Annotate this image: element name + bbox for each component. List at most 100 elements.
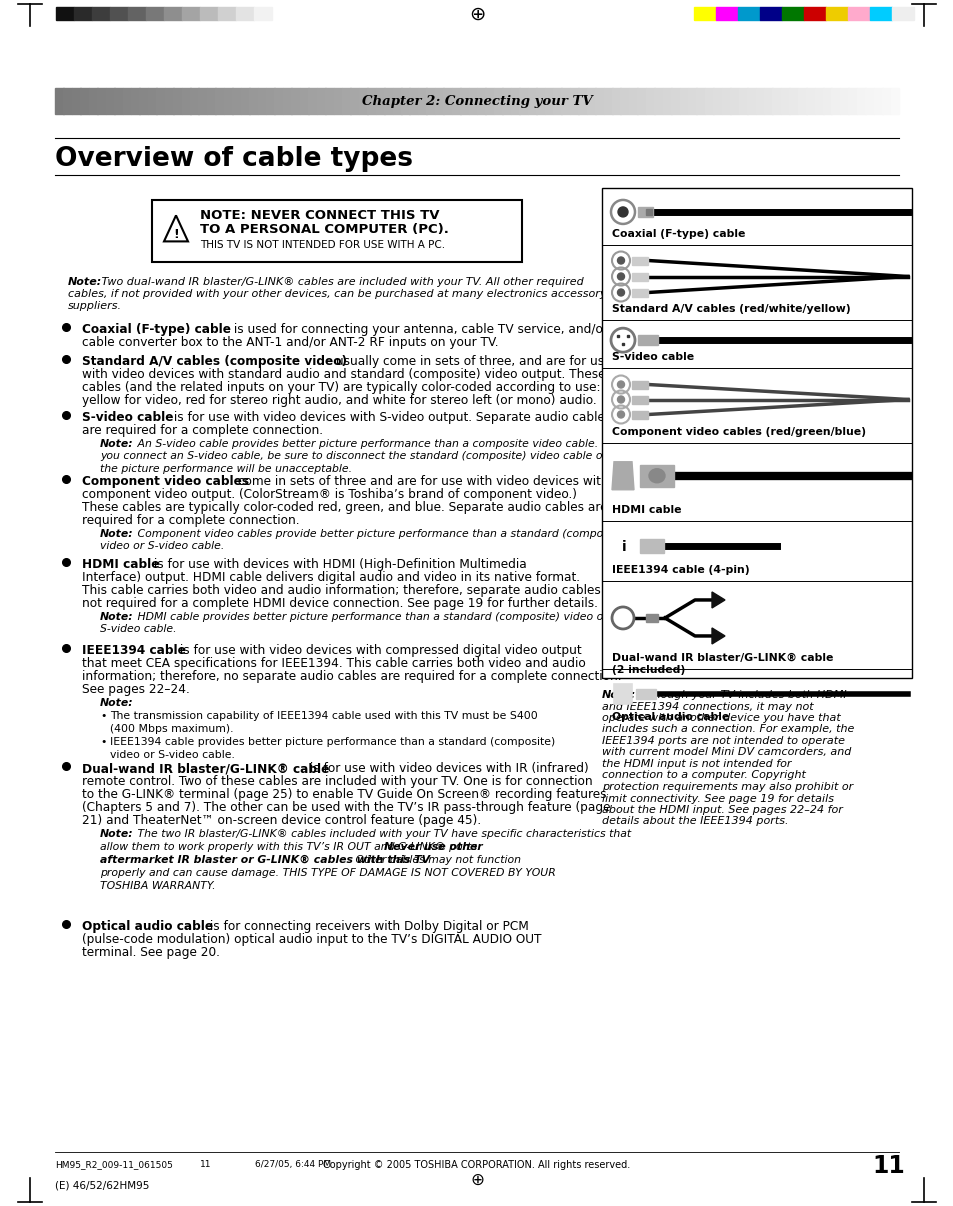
Circle shape (617, 289, 624, 295)
Text: is used for connecting your antenna, cable TV service, and/or: is used for connecting your antenna, cab… (230, 323, 607, 336)
Bar (631, 288, 647, 297)
Text: The two IR blaster/G-LINK® cables included with your TV have specific characteri: The two IR blaster/G-LINK® cables includ… (133, 829, 631, 839)
Bar (148, 88, 156, 115)
Text: !: ! (172, 228, 178, 241)
Bar (729, 88, 739, 115)
Bar (91, 7, 110, 21)
Text: Component video cables provide better picture performance than a standard (compo: Component video cables provide better pi… (133, 529, 626, 539)
Bar (468, 88, 477, 115)
Text: Note:: Note: (100, 698, 133, 708)
Bar (619, 88, 629, 115)
Bar (839, 88, 848, 115)
Bar (435, 88, 443, 115)
Bar (375, 88, 384, 115)
Bar (631, 257, 647, 264)
Text: Note:: Note: (100, 439, 133, 449)
Bar (631, 410, 647, 418)
Bar (873, 88, 882, 115)
Text: connection to a computer. Copyright: connection to a computer. Copyright (601, 771, 805, 780)
Bar (891, 7, 913, 21)
Text: Coaxial (F-type) cable: Coaxial (F-type) cable (82, 323, 231, 336)
Bar (218, 7, 235, 21)
Text: video or S-video cable.: video or S-video cable. (110, 750, 234, 760)
Bar (805, 88, 814, 115)
Bar (291, 88, 300, 115)
Text: allow them to work properly with this TV’s IR OUT and G-LINK® ports.: allow them to work properly with this TV… (100, 842, 483, 851)
Bar (502, 88, 511, 115)
Text: Coaxial (F-type) cable: Coaxial (F-type) cable (612, 229, 744, 239)
Bar (55, 88, 64, 115)
Text: Standard A/V cables (red/white/yellow): Standard A/V cables (red/white/yellow) (612, 304, 850, 314)
Bar (494, 88, 502, 115)
Text: Optical audio cable: Optical audio cable (82, 920, 213, 933)
Text: Note:: Note: (100, 529, 133, 539)
Bar (645, 209, 651, 215)
Bar (746, 88, 755, 115)
Bar (110, 7, 128, 21)
Text: operate with another device you have that: operate with another device you have tha… (601, 713, 840, 724)
Text: Dual-wand IR blaster/G-LINK® cable
(2 included): Dual-wand IR blaster/G-LINK® cable (2 in… (612, 652, 833, 674)
Circle shape (618, 207, 627, 217)
Text: The transmission capability of IEEE1394 cable used with this TV must be S400: The transmission capability of IEEE1394 … (110, 712, 537, 721)
Bar (614, 535, 634, 557)
Text: NOTE: NEVER CONNECT THIS TV: NOTE: NEVER CONNECT THIS TV (200, 209, 439, 222)
Bar (400, 88, 410, 115)
Circle shape (617, 411, 624, 418)
Bar (266, 88, 274, 115)
Text: is for use with video devices with compressed digital video output: is for use with video devices with compr… (175, 644, 581, 657)
Text: (400 Mbps maximum).: (400 Mbps maximum). (110, 724, 233, 734)
Text: is for connecting receivers with Dolby Digital or PCM: is for connecting receivers with Dolby D… (206, 920, 528, 933)
Bar (358, 88, 368, 115)
Bar (670, 88, 679, 115)
Polygon shape (711, 628, 724, 644)
Bar (152, 200, 521, 262)
Bar (80, 88, 90, 115)
Bar (882, 88, 890, 115)
Bar (601, 188, 911, 678)
Text: 21) and TheaterNet™ on-screen device control feature (page 45).: 21) and TheaterNet™ on-screen device con… (82, 814, 480, 827)
Text: cables (and the related inputs on your TV) are typically color-coded according t: cables (and the related inputs on your T… (82, 381, 599, 394)
Text: information; therefore, no separate audio cables are required for a complete con: information; therefore, no separate audi… (82, 671, 620, 683)
Bar (106, 88, 114, 115)
Text: terminal. See page 20.: terminal. See page 20. (82, 946, 219, 959)
Text: you connect an S-video cable, be sure to disconnect the standard (composite) vid: you connect an S-video cable, be sure to… (100, 451, 606, 461)
Bar (235, 7, 253, 21)
Bar (384, 88, 393, 115)
Bar (451, 88, 460, 115)
Bar (325, 88, 334, 115)
Text: •: • (100, 712, 107, 721)
Bar (232, 88, 241, 115)
Bar (122, 88, 132, 115)
Text: •: • (100, 737, 107, 747)
Bar (890, 88, 899, 115)
Bar (249, 88, 258, 115)
Text: cables, if not provided with your other devices, can be purchased at many electr: cables, if not provided with your other … (68, 289, 606, 299)
Bar (156, 88, 165, 115)
Text: Copyright © 2005 TOSHIBA CORPORATION. All rights reserved.: Copyright © 2005 TOSHIBA CORPORATION. Al… (323, 1160, 630, 1170)
Ellipse shape (648, 469, 664, 482)
Bar (207, 88, 215, 115)
Bar (803, 7, 825, 21)
Bar (334, 88, 342, 115)
Bar (476, 88, 485, 115)
Bar (89, 88, 97, 115)
Bar (693, 7, 716, 21)
Text: Component video cables: Component video cables (82, 475, 249, 488)
Text: come in sets of three and are for use with video devices with: come in sets of three and are for use wi… (233, 475, 608, 488)
Text: An S-video cable provides better picture performance than a composite video cabl: An S-video cable provides better picture… (133, 439, 608, 449)
Polygon shape (164, 216, 188, 241)
Text: properly and can cause damage. THIS TYPE OF DAMAGE IS NOT COVERED BY YOUR: properly and can cause damage. THIS TYPE… (100, 868, 556, 878)
Bar (257, 88, 266, 115)
Bar (426, 88, 435, 115)
Bar (510, 88, 519, 115)
Text: the picture performance will be unacceptable.: the picture performance will be unaccept… (100, 464, 352, 474)
Bar (350, 88, 359, 115)
Text: TO A PERSONAL COMPUTER (PC).: TO A PERSONAL COMPUTER (PC). (200, 223, 449, 236)
Bar (182, 7, 200, 21)
Bar (56, 7, 74, 21)
Text: S-video cable: S-video cable (612, 352, 694, 362)
Bar (639, 464, 673, 487)
Bar (763, 88, 772, 115)
Bar (459, 88, 469, 115)
Bar (409, 88, 418, 115)
